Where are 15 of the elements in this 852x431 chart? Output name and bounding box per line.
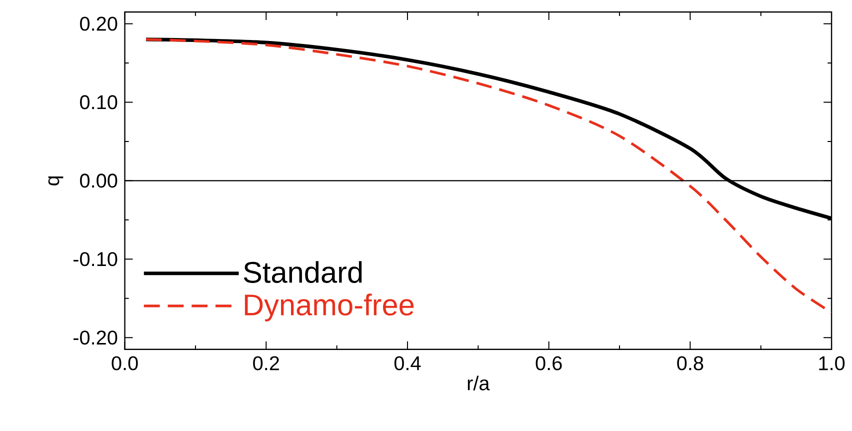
x-axis-title: r/a (468, 376, 490, 390)
x-tick-label: 0.6 (536, 356, 562, 370)
y-tick-label: 0.20 (80, 16, 118, 31)
y-axis-title: q (48, 176, 64, 186)
legend-label: Standard (244, 260, 362, 283)
x-tick-label: 0.0 (112, 356, 138, 370)
y-tick-label: 0.10 (80, 95, 118, 110)
legend-label: Dynamo-free (244, 294, 414, 322)
y-tick-label: 0.00 (80, 174, 118, 188)
x-tick-label: 1.0 (819, 356, 845, 370)
y-tick-label: -0.10 (74, 252, 118, 266)
x-tick-label: 0.2 (253, 356, 279, 370)
y-tick-label: -0.20 (74, 330, 118, 345)
x-tick-label: 0.4 (394, 356, 421, 370)
x-tick-label: 0.8 (677, 356, 704, 370)
